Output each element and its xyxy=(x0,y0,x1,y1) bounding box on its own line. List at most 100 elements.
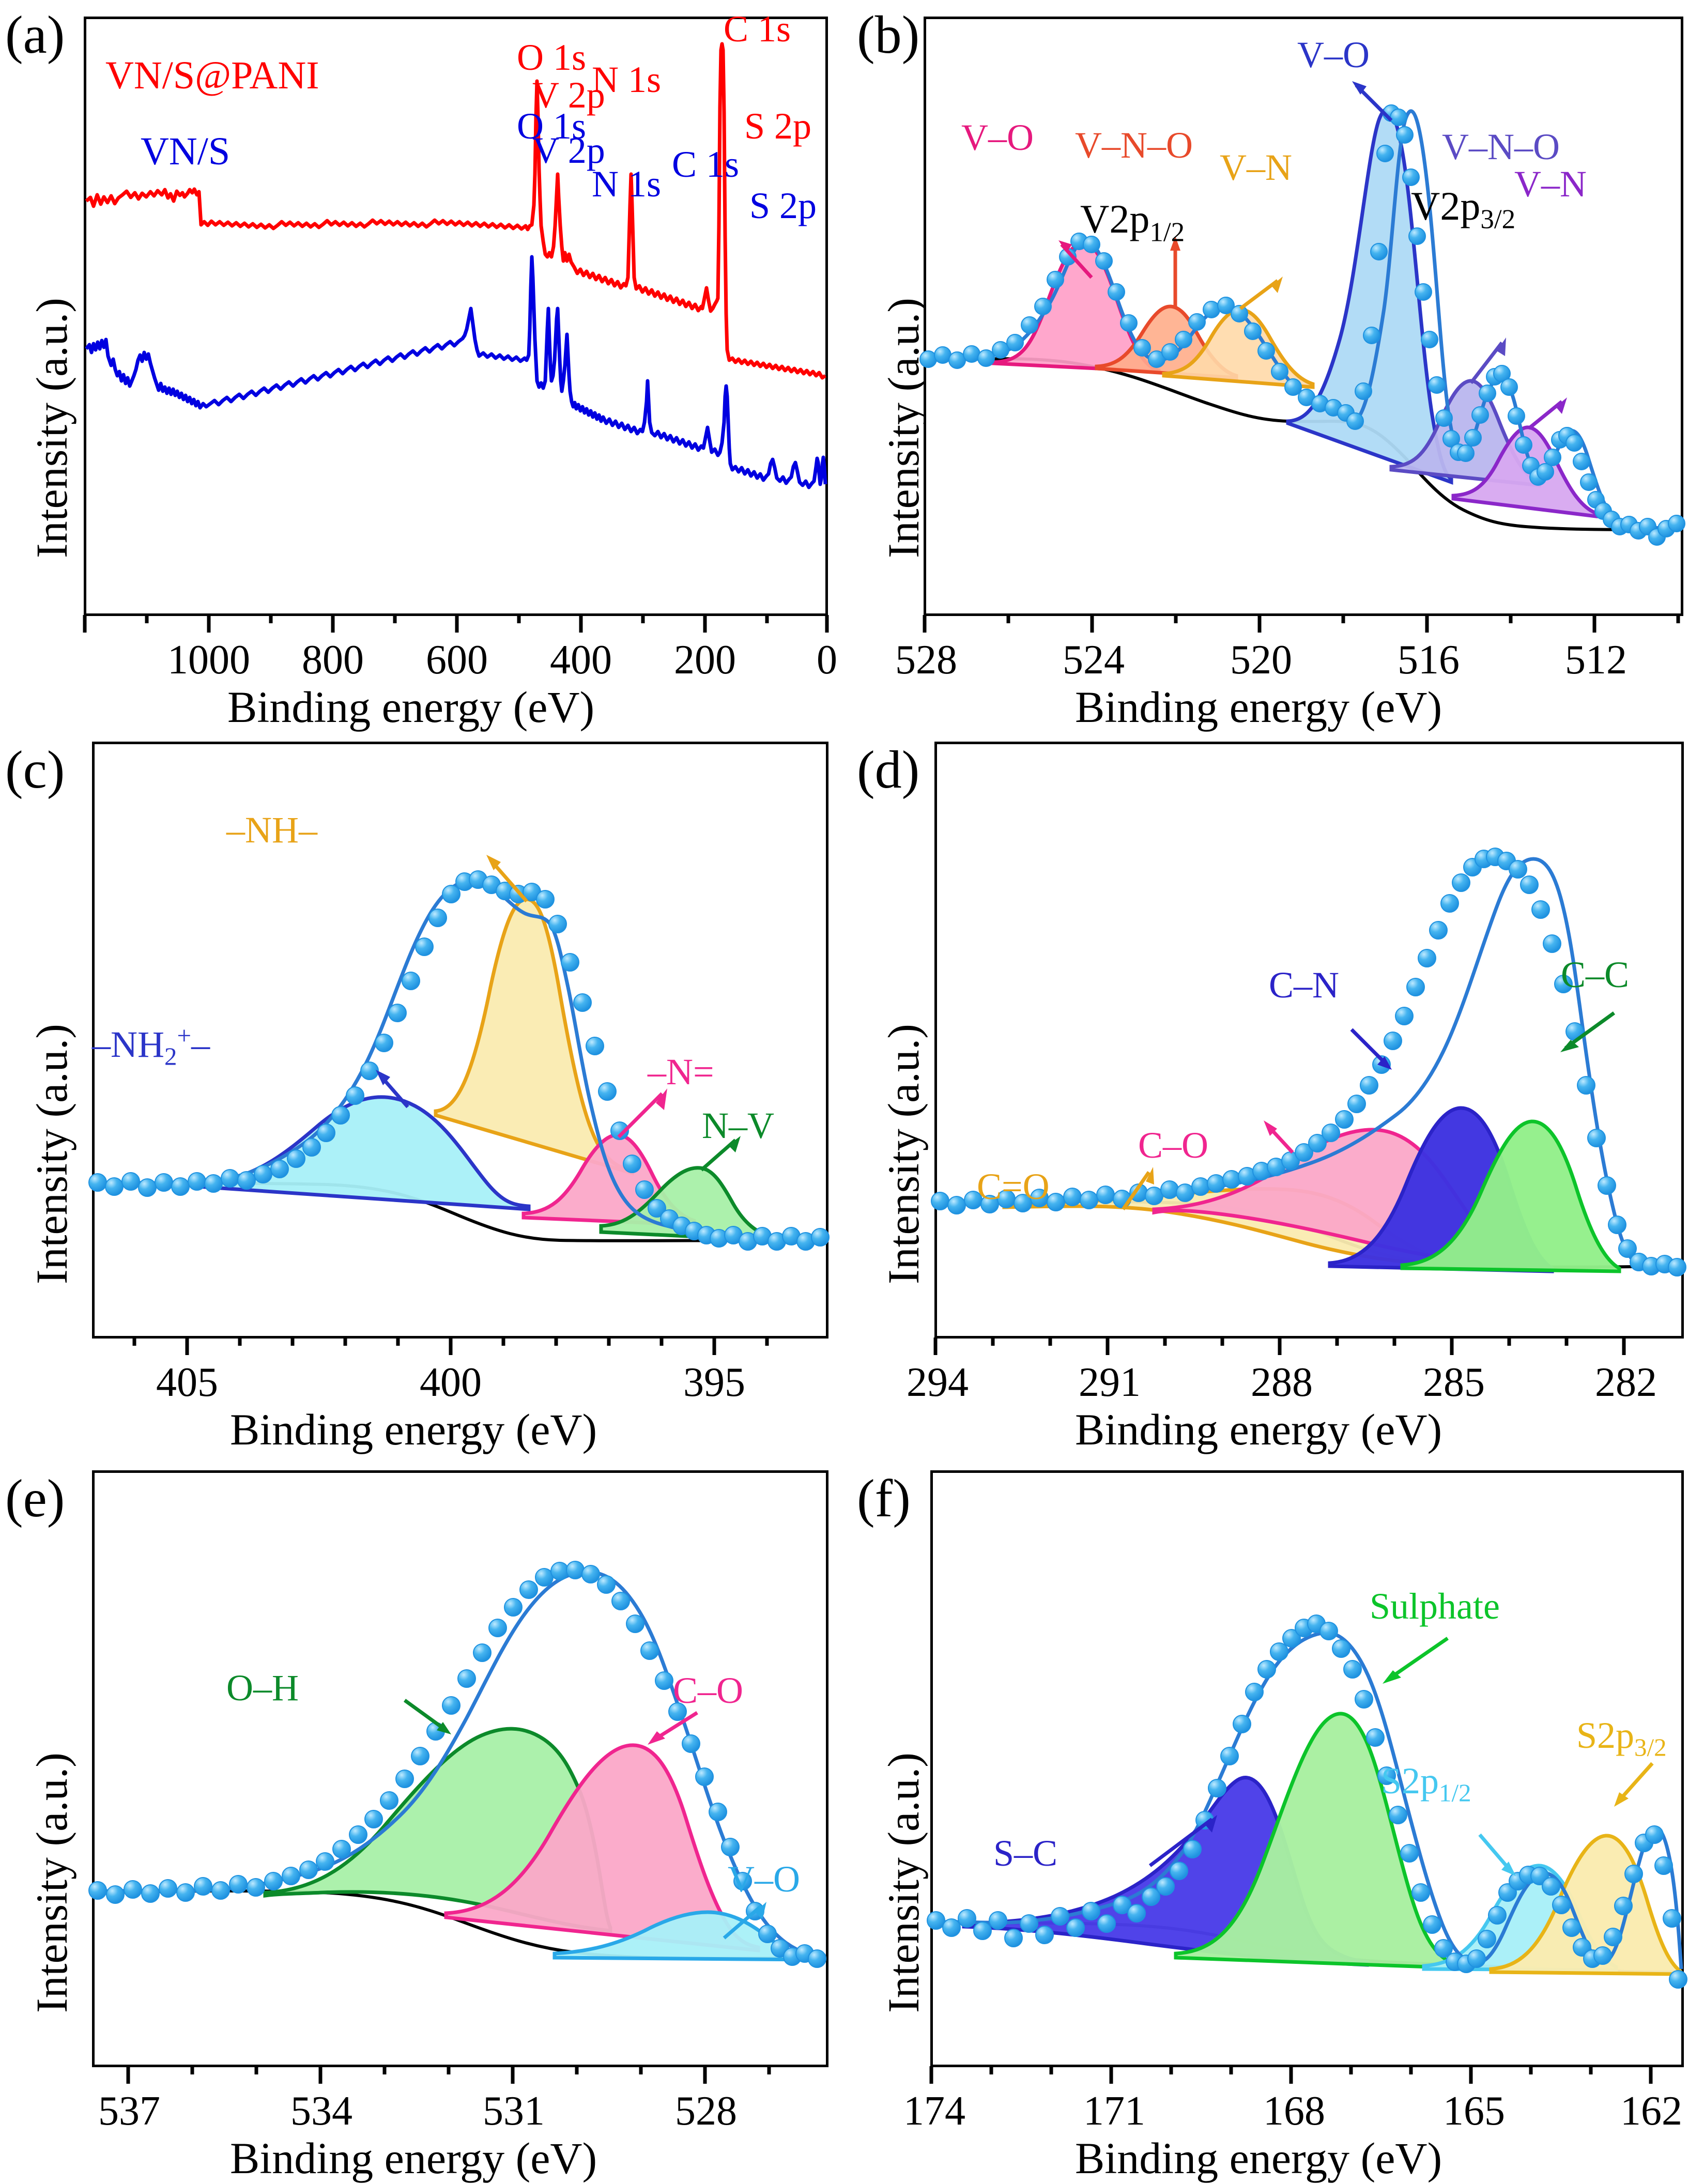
panel-f-ticks xyxy=(929,2066,1653,2084)
panel-f-tick-168: 168 xyxy=(1263,2088,1325,2134)
panel-b-tick-516: 516 xyxy=(1398,637,1460,683)
panel-c-plot xyxy=(88,742,830,1339)
panel-a-ticks xyxy=(83,615,829,633)
panel-a-svg xyxy=(85,42,827,489)
panel-f: (f) Intensity (a.u.) S 2p xyxy=(853,1452,1704,2183)
panel-a-ylabel: Intensity (a.u.) xyxy=(27,298,76,558)
panel-e-svg xyxy=(88,1561,826,1968)
annotation-b-vn-threehalf: V–N xyxy=(1514,163,1587,205)
panel-f-ylabel: Intensity (a.u.) xyxy=(879,1752,928,2013)
annotation-arrows xyxy=(376,855,741,1172)
panel-e-tick-531: 531 xyxy=(483,2088,545,2134)
annotation-c-n-double: –N= xyxy=(648,1051,714,1093)
label-v2p-1-2: V2p1/2 xyxy=(1080,199,1185,247)
panel-d-tick-288: 288 xyxy=(1251,1360,1313,1405)
data-points xyxy=(88,1561,826,1968)
label-s2p-3-2-sub: 3/2 xyxy=(1634,1733,1667,1762)
data-points xyxy=(919,104,1685,546)
annotation-arrows xyxy=(403,1699,766,1940)
annotation-a-c1s-blue: C 1s xyxy=(672,144,740,185)
panel-e-id: (e) xyxy=(5,1469,65,1528)
panel-b-tick-512: 512 xyxy=(1565,637,1627,683)
panel-e-tick-534: 534 xyxy=(290,2088,352,2134)
envelope-curve xyxy=(932,1631,1683,1970)
panel-d-tick-291: 291 xyxy=(1079,1360,1141,1405)
annotation-a-c1s-red: C 1s xyxy=(724,8,791,50)
panel-b-ylabel: Intensity (a.u.) xyxy=(879,298,928,558)
panel-a: (a) Intensity (a.u.) VN/S@PANI O 1s V 2p… xyxy=(0,0,853,732)
panel-a-id: (a) xyxy=(5,5,65,65)
panel-d: (d) Intensity (a.u.) C 1s xyxy=(853,724,1704,1454)
annotation-f-s2p-3-2: S2p3/2 xyxy=(1576,1717,1667,1760)
survey-red-trace xyxy=(85,42,826,380)
panel-b-xlabel: Binding energy (eV) xyxy=(1075,682,1442,732)
panel-b-svg xyxy=(919,81,1685,546)
panel-e-tick-537: 537 xyxy=(98,2088,160,2134)
data-points xyxy=(931,848,1686,1276)
annotation-b-vno-threehalf: V–N–O xyxy=(1442,126,1560,167)
panel-c-id: (c) xyxy=(5,740,65,799)
panel-a-tick-1000: 1000 xyxy=(167,637,250,683)
annotation-d-c-c: C–C xyxy=(1561,954,1630,995)
panel-a-tick-800: 800 xyxy=(302,637,364,683)
annotation-f-s-c: S–C xyxy=(993,1833,1058,1874)
panel-f-tick-174: 174 xyxy=(903,2088,965,2134)
panel-f-tick-162: 162 xyxy=(1620,2088,1682,2134)
label-v2p-1-2-base: V2p xyxy=(1080,196,1150,241)
panel-c: (c) Intensity (a.u.) N 1s xyxy=(0,724,853,1454)
panel-a-plot xyxy=(84,17,828,616)
annotation-e-v-o: V–O xyxy=(728,1858,800,1900)
panel-c-ticks xyxy=(132,1337,769,1355)
data-points xyxy=(927,1614,1687,1989)
annotation-a-o1s-red: O 1s xyxy=(517,37,587,78)
annotation-vn-s: VN/S xyxy=(141,130,231,173)
peak-c-c xyxy=(1400,1119,1621,1273)
panel-d-ylabel: Intensity (a.u.) xyxy=(879,1024,928,1284)
peak-nh xyxy=(434,897,634,1176)
panel-d-svg xyxy=(931,848,1686,1276)
panel-a-tick-0: 0 xyxy=(817,637,837,683)
annotation-a-n1s-blue: N 1s xyxy=(592,163,662,205)
panel-f-xlabel: Binding energy (eV) xyxy=(1075,2133,1442,2183)
panel-e: (e) Intensity (a.u.) O 1s xyxy=(0,1452,853,2183)
annotation-arrows xyxy=(1148,1637,1654,1876)
panel-d-xlabel: Binding energy (eV) xyxy=(1075,1405,1442,1454)
nh2-superscript: + xyxy=(177,1021,192,1050)
annotation-b-vno-half: V–N–O xyxy=(1075,125,1193,166)
annotation-c-nh2-plus: –NH2+– xyxy=(92,1021,210,1071)
annotation-a-v2p-blue: V 2p xyxy=(532,130,605,171)
peak-sulphate xyxy=(1174,1712,1460,1970)
label-v2p-3-2-sub: 3/2 xyxy=(1480,204,1516,235)
panel-f-plot xyxy=(927,1470,1687,2067)
panel-e-ylabel: Intensity (a.u.) xyxy=(27,1752,76,2013)
annotation-a-n1s-red: N 1s xyxy=(592,59,662,100)
annotation-a-s2p-blue: S 2p xyxy=(749,185,817,226)
panel-b-id: (b) xyxy=(857,5,920,65)
annotation-b-vn-half: V–N xyxy=(1220,147,1292,188)
annotation-d-c-o: C–O xyxy=(1138,1125,1209,1166)
panel-b-tick-524: 524 xyxy=(1063,637,1125,683)
panel-a-tick-400: 400 xyxy=(550,637,612,683)
panel-d-ticks xyxy=(933,1337,1626,1355)
panel-b: (b) Intensity (a.u.) V 2p xyxy=(853,0,1704,732)
peak-nh2-plus xyxy=(196,1095,531,1211)
panel-d-tick-282: 282 xyxy=(1595,1360,1657,1405)
panel-b-tick-528: 528 xyxy=(895,637,957,683)
panel-c-tick-395: 395 xyxy=(683,1360,745,1405)
annotation-a-o1s-blue: O 1s xyxy=(517,105,587,147)
annotation-d-c-o-double: C=O xyxy=(977,1166,1050,1207)
annotation-vn-s-pani: VN/S@PANI xyxy=(105,54,319,97)
panel-a-tick-600: 600 xyxy=(426,637,488,683)
panel-c-ylabel: Intensity (a.u.) xyxy=(27,1024,76,1284)
panel-d-tick-285: 285 xyxy=(1423,1360,1485,1405)
label-v2p-3-2-base: V2p xyxy=(1411,183,1481,228)
panel-f-tick-165: 165 xyxy=(1443,2088,1505,2134)
annotation-e-c-o: C–O xyxy=(673,1670,744,1711)
annotation-c-nh: –NH– xyxy=(226,809,317,851)
panel-c-tick-400: 400 xyxy=(420,1360,482,1405)
survey-blue-trace xyxy=(85,255,827,489)
label-s2p-1-2-base: S2p xyxy=(1381,1760,1439,1802)
panel-e-plot xyxy=(88,1470,828,2067)
panel-c-xlabel: Binding energy (eV) xyxy=(230,1405,597,1454)
